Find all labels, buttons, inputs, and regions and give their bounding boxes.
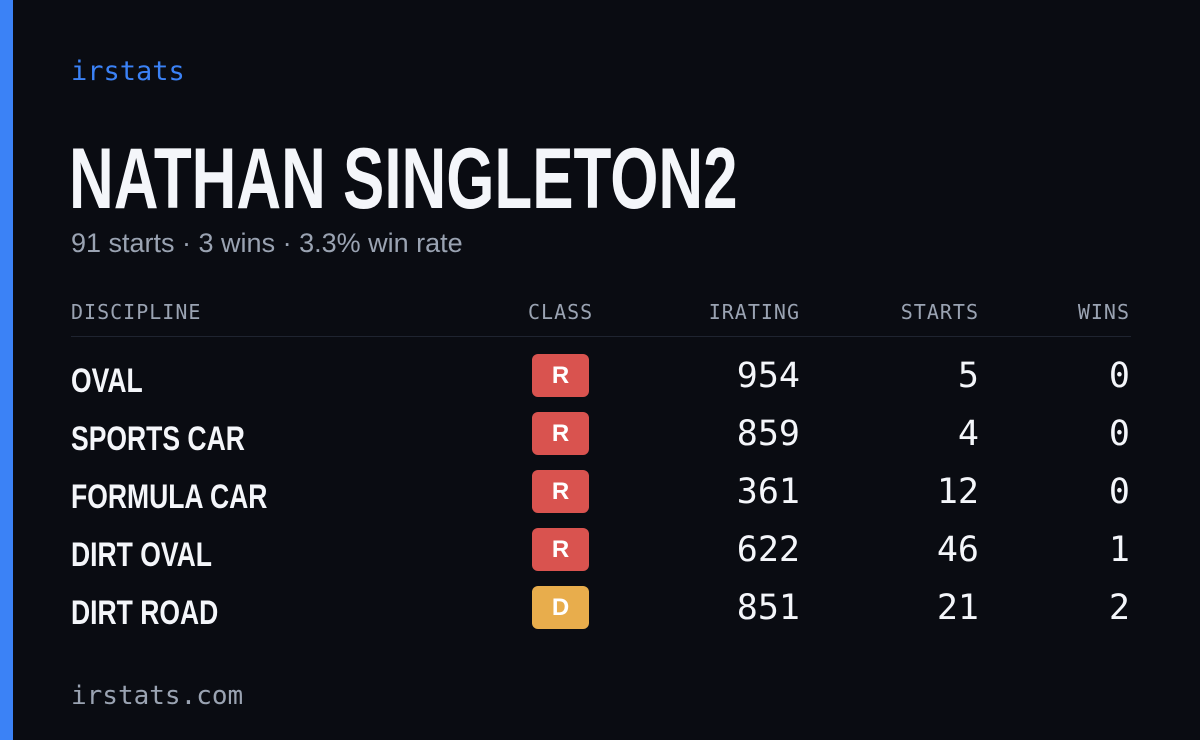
discipline-table: OVAL R 954 5 0 SPORTS CAR R 859 4 0 FORM… (71, 352, 1131, 642)
header-class: CLASS (528, 300, 594, 324)
class-badge: D (532, 586, 589, 629)
starts-value: 12 (936, 472, 979, 512)
class-badge: R (532, 412, 589, 455)
accent-bar (0, 0, 13, 740)
starts-value: 46 (936, 530, 979, 570)
wins-value: 2 (1108, 588, 1130, 628)
table-row: DIRT ROAD D 851 21 2 (71, 584, 1131, 642)
wins-value: 0 (1108, 472, 1130, 512)
table-header: DISCIPLINE CLASS IRATING STARTS WINS (71, 300, 1131, 337)
discipline-name: SPORTS CAR (71, 420, 245, 458)
irating-value: 622 (736, 530, 800, 570)
header-wins: WINS (1077, 300, 1130, 324)
class-badge: R (532, 470, 589, 513)
wins-value: 0 (1108, 356, 1130, 396)
wins-value: 0 (1108, 414, 1130, 454)
irating-value: 859 (736, 414, 800, 454)
discipline-name: DIRT OVAL (71, 536, 212, 574)
starts-value: 21 (936, 588, 979, 628)
class-badge: R (532, 354, 589, 397)
discipline-name: DIRT ROAD (71, 594, 219, 632)
driver-name: NATHAN SINGLETON2 (69, 131, 738, 227)
header-discipline: DISCIPLINE (71, 300, 202, 324)
brand-logo: irstats (71, 56, 185, 87)
starts-value: 4 (957, 414, 979, 454)
discipline-name: OVAL (71, 362, 143, 400)
wins-value: 1 (1108, 530, 1130, 570)
table-row: OVAL R 954 5 0 (71, 352, 1131, 410)
driver-summary: 91 starts · 3 wins · 3.3% win rate (71, 228, 463, 258)
class-badge: R (532, 528, 589, 571)
starts-value: 5 (957, 356, 979, 396)
irating-value: 954 (736, 356, 800, 396)
table-row: FORMULA CAR R 361 12 0 (71, 468, 1131, 526)
irating-value: 361 (736, 472, 800, 512)
header-irating: IRATING (708, 300, 800, 324)
table-row: DIRT OVAL R 622 46 1 (71, 526, 1131, 584)
table-row: SPORTS CAR R 859 4 0 (71, 410, 1131, 468)
discipline-name: FORMULA CAR (71, 478, 268, 516)
header-starts: STARTS (900, 300, 979, 324)
footer-url[interactable]: irstats.com (71, 681, 244, 711)
irating-value: 851 (736, 588, 800, 628)
